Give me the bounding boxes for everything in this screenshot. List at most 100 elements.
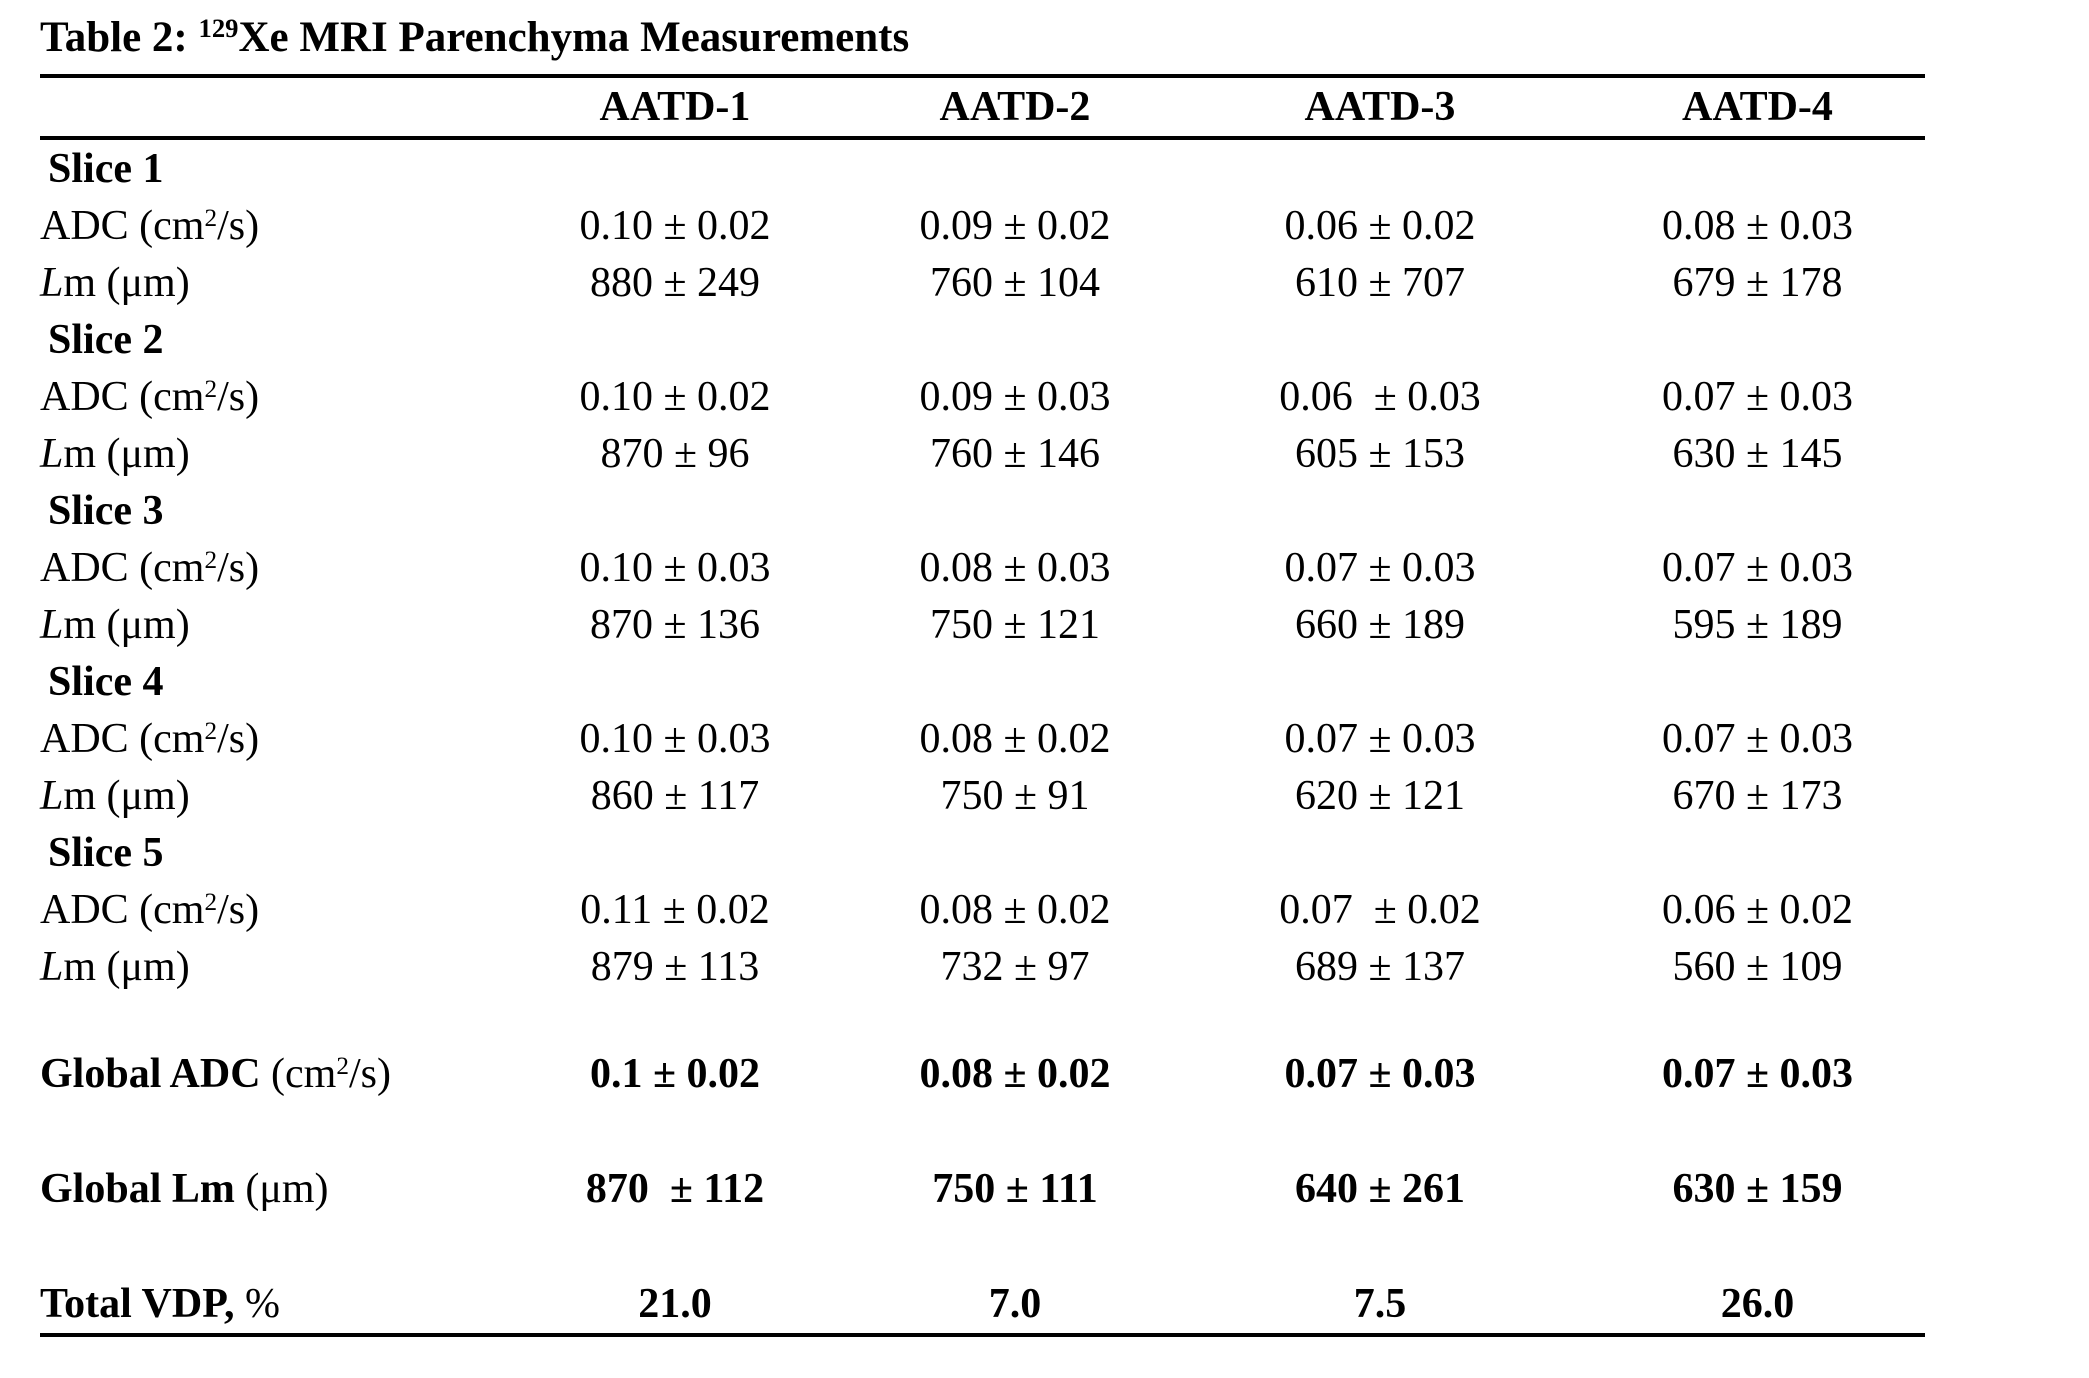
slice-4-label: Slice 4	[48, 658, 164, 705]
value-cell: 0.08 ± 0.02	[919, 715, 1111, 762]
slice-5-adc-row: ADC (cm2/s) 0.11 ± 0.02 0.08 ± 0.02 0.07…	[40, 881, 1925, 938]
value-cell: 679 ± 178	[1672, 259, 1843, 306]
lm-label-italic-l: L	[40, 601, 64, 648]
value-cell: 0.08 ± 0.03	[1661, 202, 1854, 249]
adc-metric-label: ADC (cm2/s)	[40, 539, 490, 596]
spacer-row	[40, 1102, 1925, 1160]
slice-2-header-row: Slice 2	[40, 311, 1925, 368]
slice-1-lm-row: Lm (μm) 880 ± 249 760 ± 104 610 ± 707 67…	[40, 254, 1925, 311]
adc-label-text: ADC (cm	[40, 202, 205, 249]
value-cell: 689 ± 137	[1294, 943, 1466, 990]
global-lm-label-bold: Global Lm	[40, 1165, 246, 1212]
value-cell: 760 ± 104	[929, 259, 1101, 306]
value-cell: 0.07 ± 0.03	[1661, 544, 1854, 591]
value-cell: 870 ± 136	[589, 601, 761, 648]
value-cell: 870 ± 96	[600, 430, 750, 477]
value-cell: 0.08 ± 0.03	[919, 544, 1111, 591]
lm-label-unit: m (μm)	[63, 259, 190, 306]
value-cell: 7.5	[1170, 1275, 1590, 1338]
adc-metric-label: ADC (cm2/s)	[40, 710, 490, 767]
adc-unit-suffix: /s)	[217, 544, 260, 591]
slice-1-header-row: Slice 1	[40, 138, 1925, 197]
value-cell: 660 ± 189	[1294, 601, 1466, 648]
global-adc-label: Global ADC (cm2/s)	[40, 1045, 490, 1102]
value-cell: 610 ± 707	[1294, 259, 1466, 306]
table-title-prefix: Table 2:	[40, 14, 199, 61]
lm-label-unit: m (μm)	[63, 772, 190, 819]
value-cell: 0.06 ± 0.02	[1661, 886, 1854, 933]
adc-label-text: ADC (cm	[40, 544, 205, 591]
global-adc-row: Global ADC (cm2/s) 0.1 ± 0.02 0.08 ± 0.0…	[40, 1045, 1925, 1102]
adc-metric-label: ADC (cm2/s)	[40, 881, 490, 938]
value-cell: 760 ± 146	[929, 430, 1101, 477]
adc-unit-superscript: 2	[204, 204, 218, 232]
value-cell: 0.07 ± 0.03	[1661, 715, 1854, 762]
adc-label-text: ADC (cm	[40, 373, 205, 420]
value-cell: 750 ± 111	[932, 1165, 1098, 1212]
column-header-aatd-4: AATD-4	[1590, 78, 1925, 141]
value-cell: 0.07 ± 0.03	[1661, 1050, 1854, 1097]
table-title: Table 2: 129Xe MRI Parenchyma Measuremen…	[40, 13, 2089, 61]
global-lm-unit: (μm)	[245, 1165, 329, 1212]
adc-unit-suffix: /s)	[217, 373, 260, 420]
adc-unit-superscript: 2	[204, 375, 218, 403]
slice-4-adc-row: ADC (cm2/s) 0.10 ± 0.03 0.08 ± 0.02 0.07…	[40, 710, 1925, 767]
value-cell: 0.10 ± 0.02	[579, 202, 771, 249]
value-cell: 670 ± 173	[1672, 772, 1843, 819]
adc-unit-superscript: 2	[204, 717, 218, 745]
value-cell: 26.0	[1590, 1275, 1925, 1338]
slice-4-lm-row: Lm (μm) 860 ± 117 750 ± 91 620 ± 121 670…	[40, 767, 1925, 824]
value-cell: 0.07 ± 0.03	[1284, 544, 1476, 591]
lm-metric-label: Lm (μm)	[40, 254, 490, 311]
adc-unit-suffix: /s)	[217, 202, 260, 249]
total-vdp-label: Total VDP, %	[40, 1275, 490, 1338]
lm-label-unit: m (μm)	[63, 601, 190, 648]
value-cell: 605 ± 153	[1294, 430, 1466, 477]
lm-label-italic-l: L	[40, 943, 64, 990]
value-cell: 0.07 ± 0.03	[1661, 373, 1854, 420]
total-vdp-row: Total VDP, % 21.0 7.0 7.5 26.0	[40, 1275, 1925, 1338]
spacer-row	[40, 995, 1925, 1045]
slice-5-header-row: Slice 5	[40, 824, 1925, 881]
adc-label-text: ADC (cm	[40, 886, 205, 933]
global-adc-unit-superscript: 2	[336, 1052, 349, 1080]
column-header-aatd-2: AATD-2	[860, 78, 1170, 141]
value-cell: 640 ± 261	[1294, 1165, 1466, 1212]
slice-3-label: Slice 3	[48, 487, 164, 534]
value-cell: 0.09 ± 0.03	[919, 373, 1111, 420]
table-title-suffix: Xe MRI Parenchyma Measurements	[238, 14, 910, 61]
slice-2-label: Slice 2	[48, 316, 164, 363]
value-cell: 880 ± 249	[589, 259, 761, 306]
header-empty-cell	[40, 78, 490, 141]
lm-label-unit: m (μm)	[63, 430, 190, 477]
value-cell: 0.06 ± 0.02	[1284, 202, 1476, 249]
value-cell: 595 ± 189	[1672, 601, 1843, 648]
value-cell: 732 ± 97	[940, 943, 1090, 990]
global-lm-label: Global Lm (μm)	[40, 1160, 490, 1217]
slice-3-lm-row: Lm (μm) 870 ± 136 750 ± 121 660 ± 189 59…	[40, 596, 1925, 653]
slice-5-label: Slice 5	[48, 829, 164, 876]
measurements-table: AATD-1 AATD-2 AATD-3 AATD-4 Slice 1 ADC …	[40, 78, 1925, 1338]
lm-label-unit: m (μm)	[63, 943, 190, 990]
value-cell: 0.08 ± 0.02	[919, 886, 1111, 933]
adc-label-text: ADC (cm	[40, 715, 205, 762]
value-cell: 750 ± 121	[929, 601, 1101, 648]
value-cell: 630 ± 145	[1672, 430, 1843, 477]
adc-unit-suffix: /s)	[217, 886, 260, 933]
total-vdp-percent-sign: %	[245, 1281, 281, 1328]
lm-metric-label: Lm (μm)	[40, 767, 490, 824]
value-cell: 750 ± 91	[940, 772, 1090, 819]
value-cell: 560 ± 109	[1672, 943, 1843, 990]
top-rule	[40, 74, 1925, 79]
total-vdp-label-bold: Total VDP,	[40, 1281, 246, 1328]
spacer-row	[40, 1217, 1925, 1275]
adc-metric-label: ADC (cm2/s)	[40, 197, 490, 254]
slice-5-lm-row: Lm (μm) 879 ± 113 732 ± 97 689 ± 137 560…	[40, 938, 1925, 995]
lm-metric-label: Lm (μm)	[40, 938, 490, 995]
global-adc-label-bold: Global ADC	[40, 1050, 272, 1097]
slice-2-adc-row: ADC (cm2/s) 0.10 ± 0.02 0.09 ± 0.03 0.06…	[40, 368, 1925, 425]
value-cell: 0.10 ± 0.03	[579, 715, 771, 762]
adc-unit-suffix: /s)	[217, 715, 260, 762]
slice-3-header-row: Slice 3	[40, 482, 1925, 539]
